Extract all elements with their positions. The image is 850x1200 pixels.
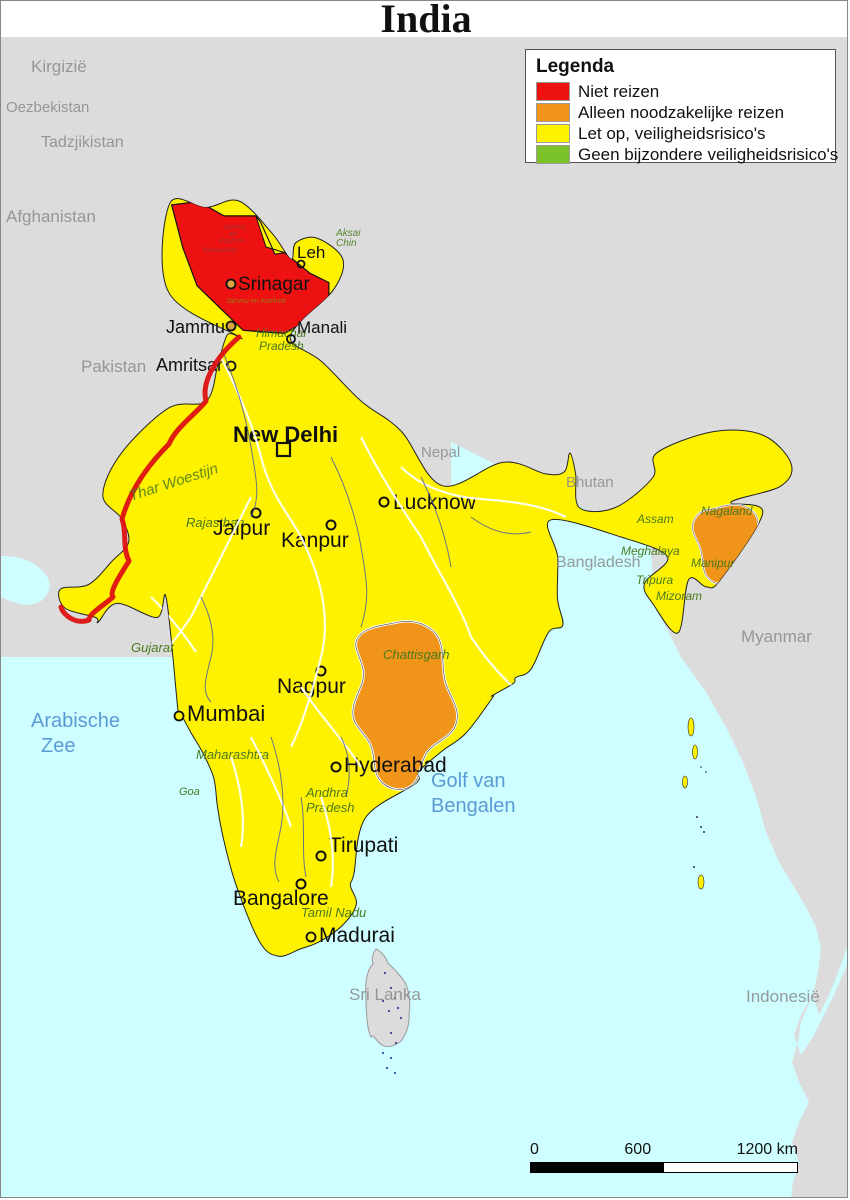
svg-text:en: en	[229, 231, 237, 238]
svg-text:Pradesh: Pradesh	[306, 800, 354, 815]
svg-text:Jammu: Jammu	[166, 317, 225, 337]
svg-text:Arabische: Arabische	[31, 710, 120, 732]
svg-text:Andhra: Andhra	[305, 785, 348, 800]
svg-text:Tripura: Tripura	[636, 573, 673, 587]
svg-text:Pakistan: Pakistan	[81, 357, 146, 376]
svg-text:Manipur: Manipur	[691, 556, 735, 570]
svg-text:Bestandslijn: Bestandslijn	[203, 247, 238, 254]
svg-text:Nepal: Nepal	[421, 444, 460, 461]
svg-text:Madurai: Madurai	[319, 924, 395, 947]
svg-text:Sri Lanka: Sri Lanka	[349, 985, 421, 1004]
svg-text:Bengalen: Bengalen	[431, 795, 516, 817]
svg-text:Goa: Goa	[179, 786, 200, 798]
svg-text:Kirgizië: Kirgizië	[31, 57, 87, 76]
svg-text:Kanpur: Kanpur	[281, 529, 349, 552]
svg-text:Meghalaya: Meghalaya	[621, 544, 680, 558]
svg-text:Lucknow: Lucknow	[393, 491, 477, 514]
svg-text:Gujarat: Gujarat	[131, 640, 175, 655]
svg-text:Mumbai: Mumbai	[187, 701, 265, 726]
svg-text:Assam: Assam	[636, 512, 674, 526]
svg-text:Afghanistan: Afghanistan	[6, 207, 96, 226]
svg-text:Bangalore: Bangalore	[233, 887, 329, 910]
svg-text:Mizoram: Mizoram	[656, 589, 702, 603]
svg-text:Jammu en Kashmir: Jammu en Kashmir	[225, 298, 287, 305]
svg-text:Kashmir: Kashmir	[219, 238, 245, 245]
svg-text:Nagaland: Nagaland	[701, 504, 753, 518]
svg-text:Chattisgarh: Chattisgarh	[383, 647, 449, 662]
svg-text:Indonesië: Indonesië	[746, 987, 820, 1006]
svg-text:Zee: Zee	[41, 735, 75, 757]
svg-text:Chin: Chin	[336, 238, 357, 249]
svg-text:Leh: Leh	[297, 243, 325, 262]
svg-text:Bhutan: Bhutan	[566, 474, 614, 491]
svg-text:Oezbekistan: Oezbekistan	[6, 99, 89, 116]
svg-text:Tadzjikistan: Tadzjikistan	[41, 134, 124, 151]
svg-text:Myanmar: Myanmar	[741, 627, 812, 646]
svg-text:Tirupati: Tirupati	[329, 834, 398, 857]
svg-text:Jammu: Jammu	[222, 224, 246, 231]
svg-text:Pradesh: Pradesh	[259, 339, 304, 353]
svg-text:Jaipur: Jaipur	[213, 517, 270, 540]
svg-text:Srinagar: Srinagar	[238, 274, 310, 295]
svg-text:Manali: Manali	[297, 318, 347, 337]
